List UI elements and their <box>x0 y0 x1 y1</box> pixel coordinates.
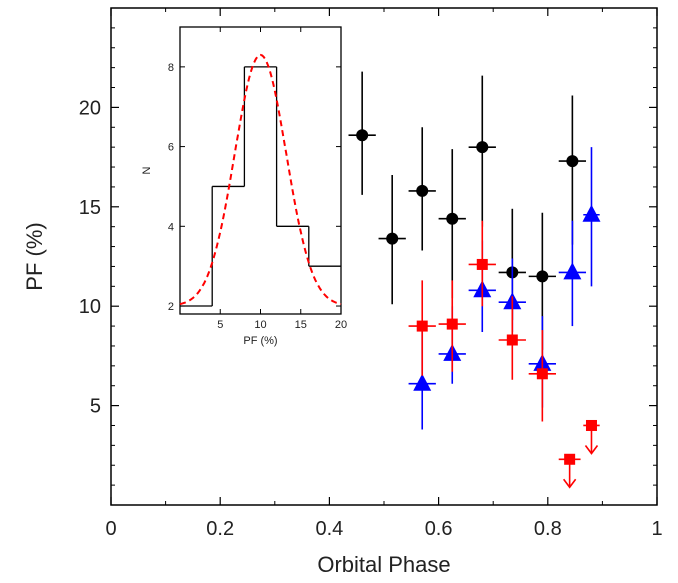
upper-limit-arrow <box>584 445 599 455</box>
inset-x-tick-label: 15 <box>295 319 307 331</box>
inset-x-tick-label: 5 <box>217 319 223 331</box>
data-point-square <box>536 368 548 380</box>
inset-frame <box>179 26 342 315</box>
data-point-triangle <box>563 262 582 280</box>
data-point-square <box>416 320 428 332</box>
x-tick-label: 1 <box>651 518 662 540</box>
data-point-square <box>564 453 576 465</box>
x-tick-label: 0.2 <box>206 518 234 540</box>
data-point-triangle <box>582 204 601 222</box>
data-point-square <box>506 334 518 346</box>
data-point-circle <box>446 212 459 225</box>
inset-x-tick-label: 10 <box>254 319 266 331</box>
inset-y-tick-label: 4 <box>168 221 174 233</box>
inset-y-tick-label: 6 <box>168 142 174 154</box>
data-point-triangle <box>413 373 432 391</box>
data-point-circle <box>566 155 579 168</box>
gaussian-fit-curve <box>179 53 342 306</box>
upper-limit-arrow <box>563 478 577 489</box>
data-point-circle <box>386 232 399 245</box>
inset-y-tick-label: 2 <box>168 301 174 313</box>
x-tick-label: 0.8 <box>534 518 562 540</box>
y-tick-label: 20 <box>79 97 101 119</box>
data-point-square <box>446 318 458 330</box>
data-point-circle <box>356 129 369 142</box>
data-point-circle <box>536 270 549 283</box>
data-point-circle <box>416 184 429 197</box>
x-tick-label: 0.6 <box>425 518 453 540</box>
data-point-circle <box>476 141 489 154</box>
y-tick-label: 15 <box>79 197 101 219</box>
inset-x-tick-label: 20 <box>335 319 347 331</box>
inset-histogram: 5 10 15 20 2 4 6 8 PF (%) N <box>141 26 347 347</box>
inset-y-tick-label: 8 <box>168 62 174 74</box>
y-axis-title: PF (%) <box>22 222 47 290</box>
inset-y-axis-title: N <box>141 166 153 174</box>
data-point-square <box>476 258 488 270</box>
data-point-square <box>585 419 597 431</box>
x-tick-label: 0 <box>105 518 116 540</box>
x-axis-title: Orbital Phase <box>317 552 450 577</box>
x-tick-label: 0.4 <box>315 518 343 540</box>
inset-x-axis-title: PF (%) <box>243 335 277 347</box>
y-tick-label: 5 <box>90 396 101 418</box>
y-tick-label: 10 <box>79 296 101 318</box>
